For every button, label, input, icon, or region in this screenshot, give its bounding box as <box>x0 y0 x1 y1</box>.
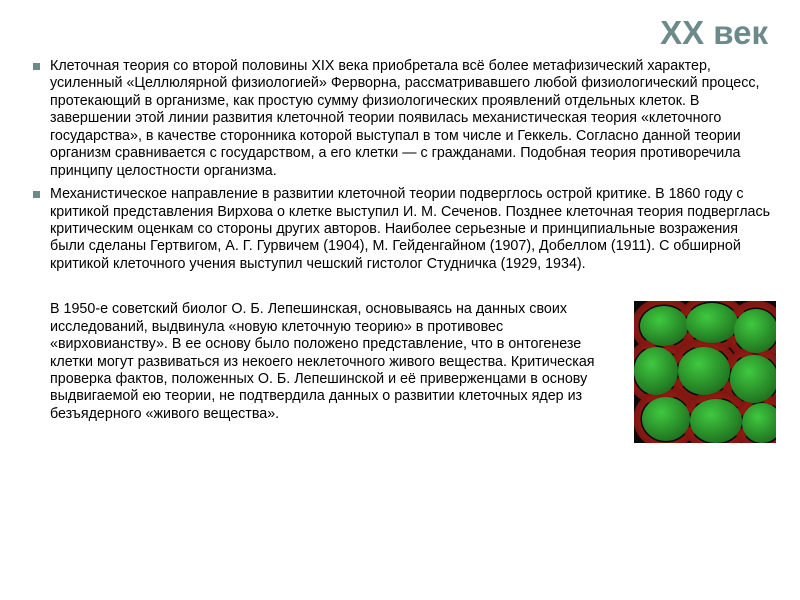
cells-microscopy-image <box>634 301 776 443</box>
bottom-row: В 1950-е советский биолог О. Б. Лепешинс… <box>30 301 776 443</box>
bottom-paragraph: В 1950-е советский биолог О. Б. Лепешинс… <box>50 301 616 423</box>
bullet-list: Клеточная теория со второй половины XIX … <box>30 58 776 273</box>
page-title: XX век <box>30 14 776 52</box>
bullet-item: Механистическое направление в развитии к… <box>30 186 776 273</box>
bullet-item: Клеточная теория со второй половины XIX … <box>30 58 776 180</box>
